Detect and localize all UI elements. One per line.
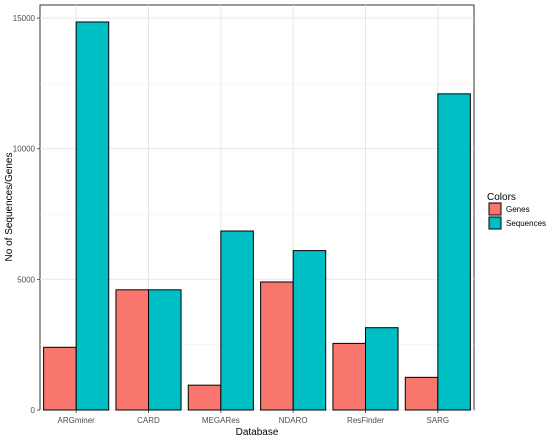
legend-swatch-sequences	[488, 216, 502, 230]
x-tick-label: ResFinder	[347, 416, 384, 425]
bars	[43, 21, 471, 411]
x-tick-label: SARG	[426, 416, 449, 425]
bar-sequences-resfinder	[365, 327, 399, 411]
y-axis-title: No of Sequences/Genes	[4, 153, 15, 262]
x-tick-label: ARGminer	[57, 416, 95, 425]
legend: Colors Genes Sequences	[487, 192, 546, 230]
bar-sequences-card	[148, 289, 182, 411]
y-tick-label: 5000	[17, 275, 35, 284]
grid-lines	[40, 5, 474, 411]
legend-swatch-genes	[488, 202, 502, 216]
bar-genes-sarg	[404, 376, 439, 411]
bar-sequences-ndaro	[292, 250, 327, 411]
x-tick-label: NDARO	[279, 416, 308, 425]
y-tick-label: 15000	[13, 14, 36, 23]
legend-label-genes: Genes	[506, 205, 530, 214]
legend-label-sequences: Sequences	[506, 219, 546, 228]
bar-genes-argminer	[43, 346, 77, 411]
bar-sequences-megares	[220, 230, 254, 411]
bar-genes-resfinder	[332, 342, 367, 411]
bar-sequences-sarg	[437, 93, 471, 411]
x-axis-ticks: ARGminer CARD MEGARes NDARO ResFinder SARG	[57, 410, 449, 425]
bar-sequences-argminer	[75, 21, 110, 411]
x-tick-label: MEGARes	[202, 416, 240, 425]
plot-panel	[39, 4, 475, 411]
bar-genes-ndaro	[260, 281, 294, 411]
bar-genes-megares	[187, 384, 222, 411]
y-axis-ticks: 0 5000 10000 15000	[13, 14, 40, 415]
x-tick-label: CARD	[137, 416, 160, 425]
bar-genes-card	[115, 289, 149, 411]
legend-title: Colors	[487, 192, 516, 203]
x-axis-title: Database	[236, 427, 279, 438]
y-tick-label: 0	[31, 406, 36, 415]
y-tick-label: 10000	[13, 145, 36, 154]
